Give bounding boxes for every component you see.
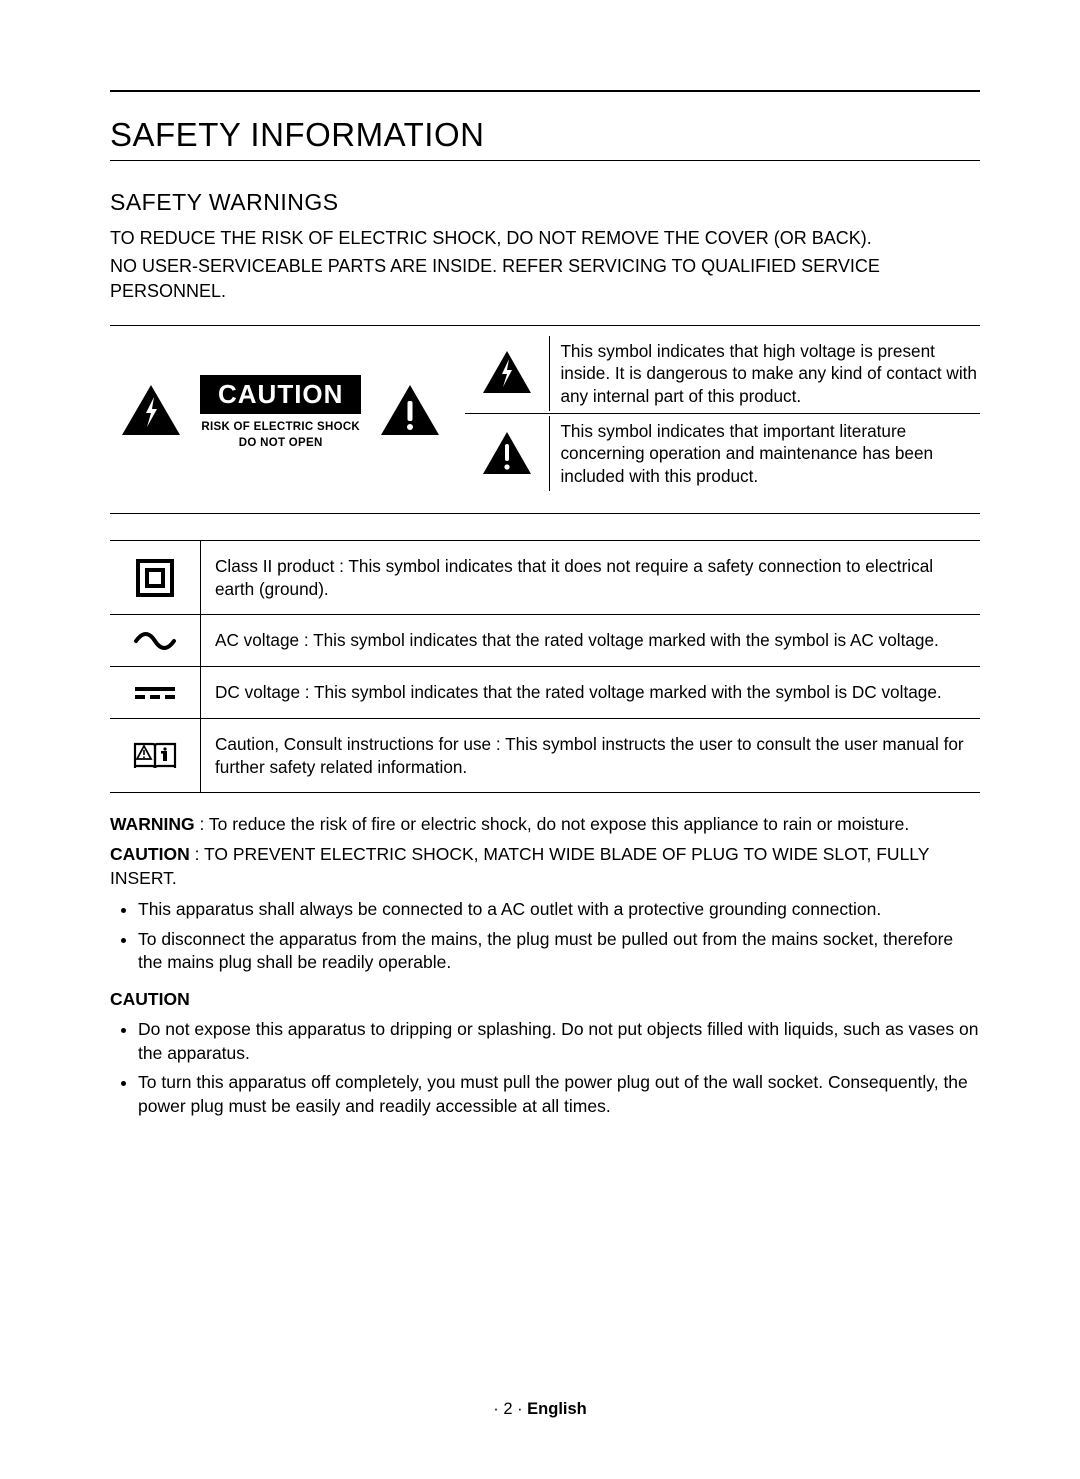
page-footer: · 2 · English (0, 1400, 1080, 1419)
class-ii-icon (110, 541, 201, 614)
dc-voltage-text: DC voltage : This symbol indicates that … (201, 667, 980, 718)
caution-text: : TO PREVENT ELECTRIC SHOCK, MATCH WIDE … (110, 844, 929, 888)
table-row: AC voltage : This symbol indicates that … (110, 614, 980, 666)
page-language: English (523, 1400, 587, 1418)
bullet-list-2: Do not expose this apparatus to dripping… (110, 1018, 980, 1119)
bullet-list-1: This apparatus shall always be connected… (110, 898, 980, 975)
exclamation-small-icon (465, 416, 550, 491)
list-item: To disconnect the apparatus from the mai… (138, 928, 980, 975)
table-row: DC voltage : This symbol indicates that … (110, 666, 980, 718)
lightning-bolt-icon (120, 383, 182, 444)
caution-bottom-rule (110, 513, 980, 514)
manual-page: SAFETY INFORMATION SAFETY WARNINGS TO RE… (0, 0, 1080, 1479)
caution-label: CAUTION (110, 844, 190, 864)
table-row: Class II product : This symbol indicates… (110, 541, 980, 614)
section-rule (110, 325, 980, 326)
title-underline (110, 160, 980, 161)
section-subtitle: SAFETY WARNINGS (110, 189, 980, 216)
caution-line: CAUTION : TO PREVENT ELECTRIC SHOCK, MAT… (110, 843, 980, 890)
caution-band-text: CAUTION (200, 375, 361, 414)
caution-subtext: RISK OF ELECTRIC SHOCK DO NOT OPEN (201, 420, 360, 451)
lightning-bolt-small-icon (465, 336, 550, 411)
warning-label: WARNING (110, 814, 195, 834)
class-ii-text: Class II product : This symbol indicates… (201, 541, 980, 614)
exclamation-icon (379, 383, 441, 444)
warning-text: : To reduce the risk of fire or electric… (195, 814, 910, 834)
bolt-description: This symbol indicates that high voltage … (550, 336, 980, 411)
list-item: Do not expose this apparatus to dripping… (138, 1018, 980, 1065)
caution-label-box: CAUTION RISK OF ELECTRIC SHOCK DO NOT OP… (110, 336, 451, 491)
list-item: To turn this apparatus off completely, y… (138, 1071, 980, 1118)
consult-manual-icon (110, 719, 201, 792)
table-row: Caution, Consult instructions for use : … (110, 718, 980, 792)
symbol-definition-table: Class II product : This symbol indicates… (110, 540, 980, 793)
intro-line-2: NO USER-SERVICEABLE PARTS ARE INSIDE. RE… (110, 254, 980, 303)
caution-sub-line-1: RISK OF ELECTRIC SHOCK (201, 420, 360, 436)
symbol-description-column: This symbol indicates that high voltage … (465, 336, 980, 491)
page-title: SAFETY INFORMATION (110, 116, 980, 154)
warning-paragraphs: WARNING : To reduce the risk of fire or … (110, 813, 980, 890)
page-number: · 2 · (493, 1400, 522, 1418)
symbol-divider (465, 413, 980, 414)
symbol-row-excl: This symbol indicates that important lit… (465, 416, 980, 491)
excl-description: This symbol indicates that important lit… (550, 416, 980, 491)
dc-voltage-icon (110, 667, 201, 718)
warning-line: WARNING : To reduce the risk of fire or … (110, 813, 980, 837)
caution-panel: CAUTION RISK OF ELECTRIC SHOCK DO NOT OP… (110, 336, 980, 491)
ac-voltage-icon (110, 615, 201, 666)
intro-line-1: TO REDUCE THE RISK OF ELECTRIC SHOCK, DO… (110, 226, 980, 250)
caution-center-label: CAUTION RISK OF ELECTRIC SHOCK DO NOT OP… (200, 375, 361, 451)
caution-sub-line-2: DO NOT OPEN (201, 436, 360, 452)
top-rule (110, 90, 980, 92)
list-item: This apparatus shall always be connected… (138, 898, 980, 922)
ac-voltage-text: AC voltage : This symbol indicates that … (201, 615, 980, 666)
symbol-row-bolt: This symbol indicates that high voltage … (465, 336, 980, 411)
caution-heading: CAUTION (110, 989, 980, 1010)
consult-manual-text: Caution, Consult instructions for use : … (201, 719, 980, 792)
